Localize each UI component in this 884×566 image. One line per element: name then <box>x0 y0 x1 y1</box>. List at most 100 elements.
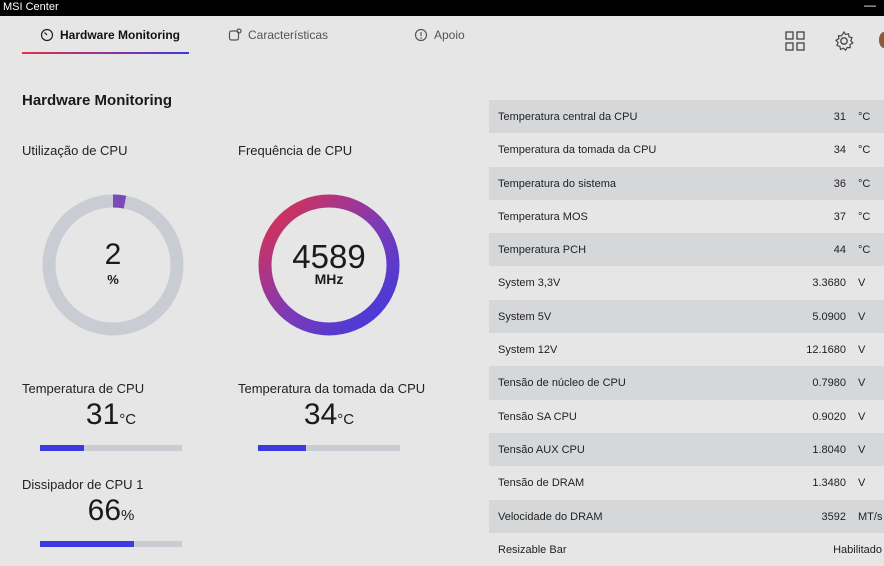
tab-bar: Hardware Monitoring Características Apoi… <box>0 16 884 62</box>
cooler-unit: % <box>121 507 135 524</box>
sensor-name: System 3,3V <box>498 277 561 290</box>
sensor-name: Velocidade do DRAM <box>498 510 603 523</box>
sensor-unit: MT/s <box>858 510 883 523</box>
sensor-name: Temperatura PCH <box>498 244 587 257</box>
socket-temp-unit: °C <box>337 411 355 428</box>
gauge-icon <box>40 28 54 42</box>
sensor-row: Tensão SA CPU 0.9020 V <box>489 400 884 433</box>
cpu-usage-label: Utilização de CPU <box>22 143 128 158</box>
cooler-readout: 66% <box>40 494 182 528</box>
cpu-usage-value: 2 <box>104 238 122 271</box>
cpu-freq-ring <box>258 194 400 336</box>
sensor-row: System 12V 12.1680 V <box>489 333 884 366</box>
sensor-row: System 5V 5.0900 V <box>489 299 884 334</box>
cooler-label: Dissipador de CPU 1 <box>22 477 144 492</box>
grid-view-icon[interactable] <box>784 30 806 52</box>
sensor-unit: °C <box>858 177 871 190</box>
active-tab-indicator <box>22 52 189 54</box>
cooler-bar <box>40 541 182 547</box>
support-icon <box>414 28 428 42</box>
sensor-name: Temperatura do sistema <box>498 177 616 190</box>
sensor-row: Velocidade do DRAM 3592 MT/s <box>489 499 884 533</box>
sensor-unit: °C <box>858 210 871 223</box>
sensor-name: Resizable Bar <box>498 543 567 556</box>
sensor-value: 12.1680 <box>806 344 846 357</box>
cooler-value: 66 <box>87 494 122 527</box>
sensor-value: 0.9020 <box>812 410 846 423</box>
sensor-unit: V <box>858 344 866 357</box>
sensor-value: 5.0900 <box>812 310 846 323</box>
socket-temp-bar-fill <box>258 445 307 451</box>
sensor-unit: °C <box>858 111 871 123</box>
sensor-unit: °C <box>858 144 871 157</box>
sensor-name: Temperatura da tomada da CPU <box>498 144 657 157</box>
cpu-temp-label: Temperatura de CPU <box>22 381 145 396</box>
sensor-unit: V <box>858 443 866 456</box>
sensor-row: Temperatura do sistema 36 °C <box>489 166 884 200</box>
sensor-name: Tensão de núcleo de CPU <box>498 377 626 390</box>
sensor-list: Temperatura central da CPU 31 °C Temperatur… <box>489 100 884 566</box>
sensor-value: 31 <box>833 111 846 123</box>
title-bar: MSI Center — <box>0 0 884 16</box>
socket-temp-label: Temperatura da tomada da CPU <box>238 381 426 396</box>
sensor-value: Habilitado <box>833 543 882 556</box>
sensor-value: 3.3680 <box>812 277 846 290</box>
sensor-name: Tensão de DRAM <box>498 477 585 490</box>
sensor-row: Temperatura PCH 44 °C <box>489 233 884 267</box>
sensor-row: Tensão AUX CPU 1.8040 V <box>489 432 884 467</box>
cpu-usage-ring <box>42 194 184 336</box>
tab-label: Apoio <box>434 28 465 42</box>
sensor-value: 44 <box>833 244 846 257</box>
sensor-row: Tensão de núcleo de CPU 0.7980 V <box>489 366 884 400</box>
sensor-row: Tensão de DRAM 1.3480 V <box>489 466 884 499</box>
sensor-row: System 3,3V 3.3680 V <box>489 266 884 299</box>
tab-hardware-monitoring[interactable]: Hardware Monitoring <box>40 28 180 42</box>
cpu-temp-value: 31 <box>85 398 120 431</box>
sensor-name: Temperatura MOS <box>498 210 588 223</box>
cpu-usage-unit: % <box>107 272 119 287</box>
sensor-unit: V <box>858 277 866 290</box>
sensor-value: 34 <box>833 144 846 157</box>
tab-caracteristicas[interactable]: Características <box>228 28 328 42</box>
cpu-temp-unit: °C <box>119 411 137 428</box>
cooler-bar-fill <box>40 541 134 547</box>
sensor-row: Temperatura da tomada da CPU 34 °C <box>489 133 884 166</box>
sensor-name: Tensão SA CPU <box>498 410 577 423</box>
sensor-name: Tensão AUX CPU <box>498 443 585 456</box>
gear-icon[interactable] <box>833 30 855 52</box>
sensor-name: Temperatura central da CPU <box>498 111 638 123</box>
sensor-value: 1.3480 <box>812 477 846 490</box>
sensor-unit: V <box>858 477 866 490</box>
sensor-unit: V <box>858 410 866 423</box>
sensor-value: 0.7980 <box>812 377 846 390</box>
sensor-unit: V <box>858 310 866 323</box>
sensor-unit: °C <box>858 244 871 257</box>
sensor-row: Resizable Bar Habilitado <box>489 533 884 566</box>
cpu-freq-unit: MHz <box>314 271 344 287</box>
cpu-usage-arc <box>42 194 184 336</box>
tab-label: Características <box>248 28 329 42</box>
sensor-value: 36 <box>833 177 846 190</box>
sensor-row: Temperatura central da CPU 31 °C <box>489 100 884 134</box>
sensor-value: 1.8040 <box>812 443 846 456</box>
avatar[interactable] <box>879 32 884 48</box>
minimize-button[interactable]: — <box>864 0 876 12</box>
cpu-temp-bar-fill <box>40 445 85 451</box>
sensor-row: Temperatura MOS 37 °C <box>489 200 884 233</box>
cpu-temp-bar <box>40 445 182 451</box>
sensor-name: System 12V <box>498 344 558 357</box>
page-title: Hardware Monitoring <box>22 92 173 109</box>
cpu-freq-label: Frequência de CPU <box>238 143 353 158</box>
socket-temp-readout: 34°C <box>258 398 400 432</box>
cpu-freq-value: 4589 <box>292 238 366 275</box>
sensor-unit: V <box>858 377 866 390</box>
socket-temp-value: 34 <box>303 398 338 431</box>
tab-apoio[interactable]: Apoio <box>414 28 465 42</box>
sensor-name: System 5V <box>498 310 552 323</box>
window-title: MSI Center <box>3 1 59 13</box>
sensor-value: 37 <box>833 210 846 223</box>
sensor-value: 3592 <box>821 510 846 523</box>
tab-label: Hardware Monitoring <box>60 28 181 42</box>
features-icon <box>228 28 242 41</box>
cpu-temp-readout: 31°C <box>40 398 182 432</box>
